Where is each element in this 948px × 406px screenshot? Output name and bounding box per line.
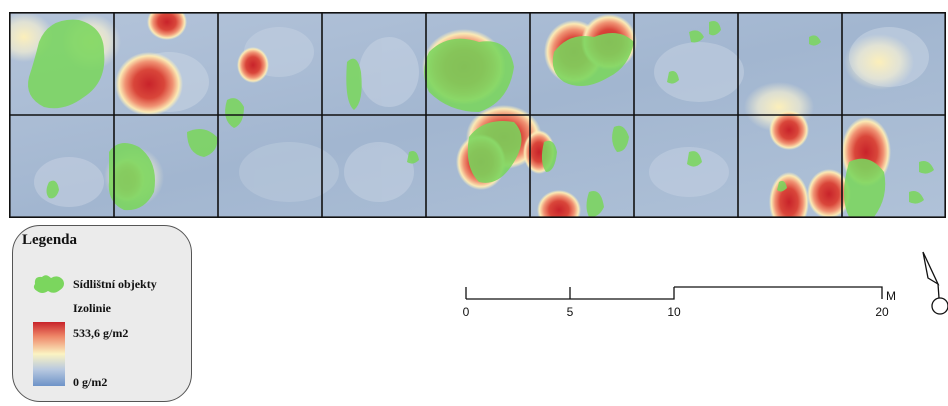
density-map-strip — [9, 12, 946, 218]
legend-isoline-label: Izolinie — [73, 301, 111, 315]
scale-tick-20: 20 — [875, 305, 889, 319]
scale-tick-10: 10 — [667, 305, 681, 319]
scale-tick-5: 5 — [567, 305, 574, 319]
legend-min-label: 0 g/m2 — [73, 375, 108, 389]
scale-bar-line — [465, 286, 883, 300]
legend-settlement-label: Sídlištní objekty — [73, 277, 157, 291]
settlement-swatch-icon — [33, 275, 64, 293]
scale-bar: 0 5 10 20 M — [463, 286, 896, 319]
sheet-grid — [9, 12, 946, 218]
scale-unit: M — [886, 289, 896, 303]
settlement-objects — [28, 19, 934, 218]
legend-max-label: 533,6 g/m2 — [73, 326, 129, 340]
scale-tick-0: 0 — [463, 305, 470, 319]
north-arrow-icon — [922, 251, 948, 315]
legend-color-ramp — [33, 322, 65, 386]
legend-title: Legenda — [22, 232, 78, 248]
